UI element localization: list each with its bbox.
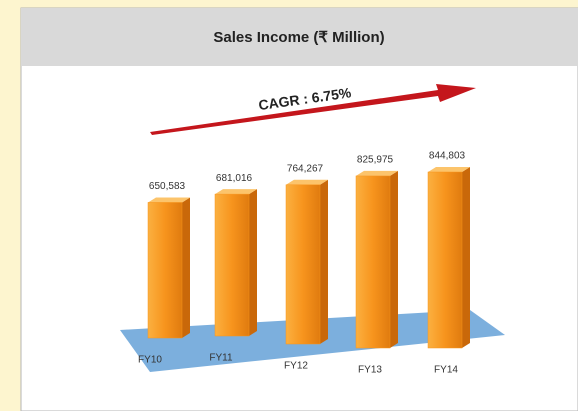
chart-title: Sales Income (₹ Million) xyxy=(213,29,384,46)
bar-side xyxy=(390,170,398,348)
panel-header xyxy=(21,8,578,66)
data-label: 764,267 xyxy=(287,163,324,174)
bar-top xyxy=(428,167,470,172)
bar xyxy=(214,193,250,337)
bar xyxy=(355,175,391,349)
bar-side xyxy=(249,189,257,336)
x-tick-label: FY14 xyxy=(434,365,458,376)
bar-side xyxy=(320,179,328,344)
bar-side xyxy=(182,197,190,338)
x-tick-label: FY10 xyxy=(138,355,162,366)
data-label: 681,016 xyxy=(216,173,253,184)
data-label: 844,803 xyxy=(429,151,466,162)
bar xyxy=(427,171,463,349)
x-tick-label: FY13 xyxy=(358,365,382,376)
x-tick-label: FY11 xyxy=(209,353,233,364)
bar-side xyxy=(462,167,470,348)
bar-top xyxy=(356,170,398,176)
data-label: 825,975 xyxy=(357,155,394,166)
cagr-arrow xyxy=(150,84,476,135)
bar xyxy=(285,184,321,345)
bar xyxy=(147,202,183,339)
bar-top xyxy=(286,179,328,185)
bar-top xyxy=(148,197,190,203)
bar-top xyxy=(215,189,257,195)
x-tick-label: FY12 xyxy=(284,361,308,372)
data-label: 650,583 xyxy=(149,181,186,192)
